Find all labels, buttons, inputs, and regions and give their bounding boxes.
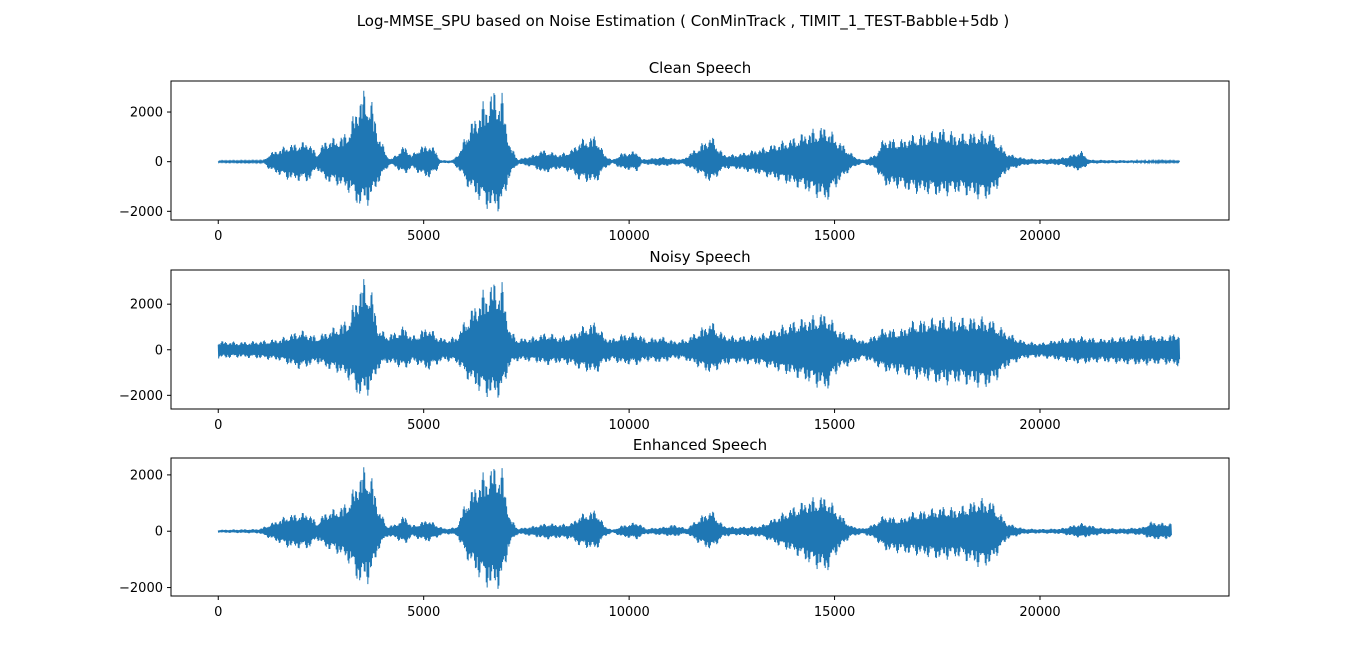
enhanced-speech-xtick-label: 15000	[814, 605, 855, 620]
noisy-speech-xtick-label: 15000	[814, 418, 855, 433]
enhanced-speech-title: Enhanced Speech	[633, 436, 767, 454]
enhanced-speech-xtick-label: 20000	[1019, 605, 1060, 620]
clean-speech-axes: Clean Speech 0 5000 10000 15000 20000 −2000 0 20…	[119, 59, 1230, 244]
enhanced-speech-ytick-label: 0	[155, 525, 163, 540]
noisy-speech-frame	[170, 269, 1230, 410]
clean-speech-ytick-label: −2000	[119, 205, 163, 220]
enhanced-speech-waveform	[217, 467, 1172, 589]
enhanced-speech-xtick-label: 0	[214, 605, 222, 620]
enhanced-speech-frame	[170, 457, 1230, 597]
noisy-speech-axes: Noisy Speech 0 5000 10000 15000 20000 −2000 0 20…	[119, 248, 1230, 433]
clean-speech-xtick-label: 0	[214, 229, 222, 244]
noisy-speech-xtick-label: 0	[214, 418, 222, 433]
clean-speech-ytick-label: 0	[155, 155, 163, 170]
clean-speech-xtick-label: 10000	[608, 229, 649, 244]
noisy-speech-ytick-label: 0	[155, 343, 163, 358]
noisy-speech-ytick-label: −2000	[119, 389, 163, 404]
clean-speech-xtick-label: 20000	[1019, 229, 1060, 244]
enhanced-speech-xtick-label: 10000	[608, 605, 649, 620]
noisy-speech-xtick-label: 10000	[608, 418, 649, 433]
clean-speech-waveform	[217, 90, 1181, 212]
clean-speech-title: Clean Speech	[649, 59, 752, 77]
noisy-speech-xtick-label: 20000	[1019, 418, 1060, 433]
clean-speech-xtick-label: 5000	[407, 229, 440, 244]
clean-speech-ytick-label: 2000	[130, 106, 163, 121]
figure-suptitle: Log-MMSE_SPU based on Noise Estimation (…	[357, 12, 1010, 31]
enhanced-speech-ytick-label: −2000	[119, 581, 163, 596]
noisy-speech-xtick-label: 5000	[407, 418, 440, 433]
clean-speech-frame	[170, 80, 1230, 221]
noisy-speech-waveform	[217, 279, 1181, 398]
enhanced-speech-ytick-label: 2000	[130, 468, 163, 483]
noisy-speech-title: Noisy Speech	[649, 248, 750, 266]
noisy-speech-ytick-label: 2000	[130, 298, 163, 313]
clean-speech-xtick-label: 15000	[814, 229, 855, 244]
enhanced-speech-xtick-label: 5000	[407, 605, 440, 620]
